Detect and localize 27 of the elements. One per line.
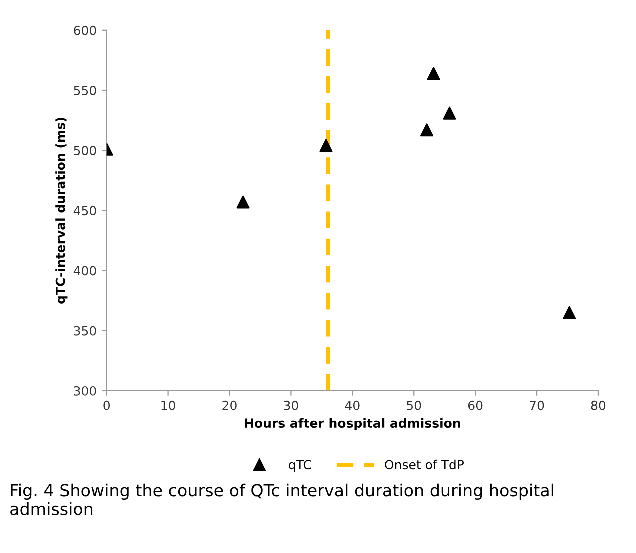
x-tick-label: 80 (591, 400, 606, 410)
x-tick-label: 0 (104, 400, 110, 410)
point (443, 106, 456, 120)
point (236, 196, 250, 209)
y-tick-label: 300 (74, 386, 96, 396)
point (420, 124, 434, 137)
x-tick-label: 60 (468, 400, 483, 410)
x-tick-label: 30 (284, 400, 298, 410)
caption: Fig. 4 Showing the course of QTc interval duration during hospital admission (10, 484, 554, 516)
y-tick-label: 400 (74, 266, 96, 276)
y-axis-title: qTC-interval duration (ms) (56, 118, 68, 304)
y-tick-label: 600 (74, 26, 96, 36)
point (427, 67, 440, 80)
legend-label: qTC (289, 460, 312, 472)
x-tick-label: 50 (407, 400, 422, 410)
x-tick-label: 40 (345, 400, 360, 410)
y-tick-label: 500 (74, 146, 96, 156)
x-axis-title: Hours after hospital admission (245, 418, 460, 430)
x-tick-label: 10 (162, 400, 176, 410)
x-tick-label: 70 (530, 400, 544, 410)
y-tick-label: 350 (74, 326, 96, 336)
point (563, 306, 576, 320)
y-tick-label: 450 (74, 206, 96, 216)
y-tick-label: 550 (74, 86, 96, 96)
legend-label: Onset of TdP (385, 460, 464, 470)
point (320, 139, 333, 152)
x-tick-label: 20 (222, 400, 237, 410)
